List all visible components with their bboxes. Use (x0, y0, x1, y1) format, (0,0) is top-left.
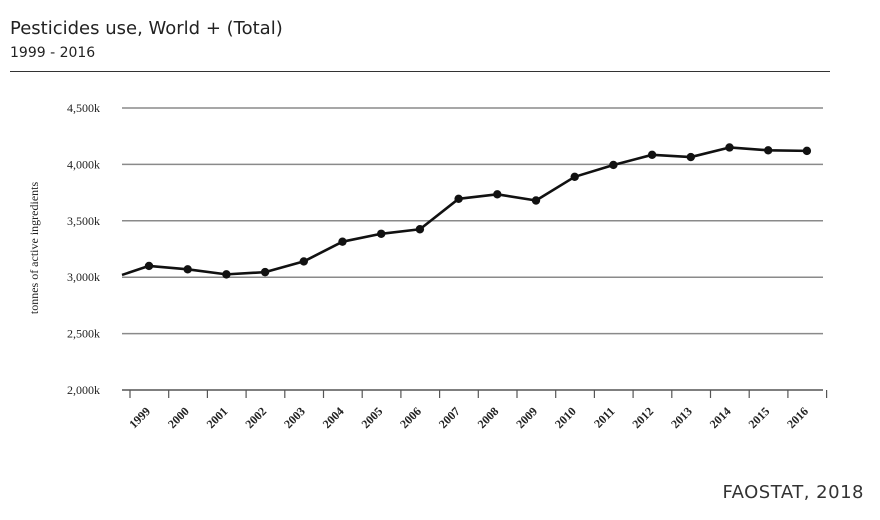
data-point-2007 (454, 194, 463, 204)
data-point-2004 (338, 237, 347, 246)
data-point-2001 (222, 270, 231, 279)
data-point-2012 (647, 150, 657, 160)
data-point-2010 (570, 172, 579, 182)
y-tick-label: 2,500k (67, 327, 100, 341)
data-point-2009 (531, 196, 541, 205)
data-point-2016 (802, 146, 812, 156)
y-axis-label: tonnes of active ingredients (27, 182, 41, 315)
x-tick-label: 2006 (397, 404, 424, 431)
data-point-2003 (299, 257, 308, 266)
y-tick-label: 4,000k (67, 157, 100, 171)
x-tick-label: 2002 (242, 404, 269, 431)
data-point-2013 (686, 152, 695, 162)
x-tick-label: 2014 (707, 404, 734, 431)
x-tick-label: 2009 (513, 404, 540, 431)
y-tick-label: 4,500k (67, 101, 100, 115)
data-point-2011 (609, 160, 618, 170)
x-tick-label: 2007 (436, 404, 463, 431)
data-point-1999 (144, 261, 154, 271)
x-axis-ticks: 1999 2000 2001 2002 2003 2004 2005 2006 2007 2008… (126, 404, 811, 431)
data-point-2005 (377, 229, 386, 238)
x-axis (122, 389, 828, 398)
data-point-2015 (764, 146, 773, 155)
series-line (121, 146, 807, 277)
chart-subtitle: 1999 - 2016 (10, 45, 96, 61)
x-tick-label: 2003 (281, 404, 308, 431)
x-tick-label: 2000 (165, 404, 192, 431)
y-tick-label: 3,000k (67, 270, 100, 284)
data-point-2006 (415, 225, 425, 234)
source-credit: FAOSTAT, 2018 (722, 482, 864, 503)
x-tick-label: 2010 (552, 404, 579, 431)
series-pesticides (121, 143, 812, 279)
x-tick-label: 2001 (204, 404, 231, 431)
data-point-2008 (493, 190, 502, 199)
y-axis-ticks: 2,000k 2,500k 3,000k 3,500k 4,000k 4,500k (67, 101, 100, 397)
x-tick-label: 2016 (784, 404, 811, 431)
chart-title: Pesticides use, World + (Total) (10, 18, 283, 39)
x-tick-label: 2015 (745, 404, 772, 431)
data-point-2000 (183, 265, 192, 274)
y-tick-label: 3,500k (67, 214, 100, 228)
x-tick-label: 2012 (629, 404, 656, 431)
data-point-2002 (260, 267, 270, 277)
x-tick-label: 2005 (358, 404, 385, 431)
y-tick-label: 2,000k (67, 383, 100, 397)
grid-lines (122, 107, 823, 335)
x-tick-label: 2013 (668, 404, 695, 431)
x-tick-label: 1999 (126, 404, 153, 431)
x-tick-label: 2011 (591, 404, 617, 430)
x-tick-label: 2008 (475, 404, 502, 431)
header-divider (10, 71, 830, 72)
data-point-2014 (725, 143, 734, 152)
x-tick-label: 2004 (320, 404, 347, 431)
